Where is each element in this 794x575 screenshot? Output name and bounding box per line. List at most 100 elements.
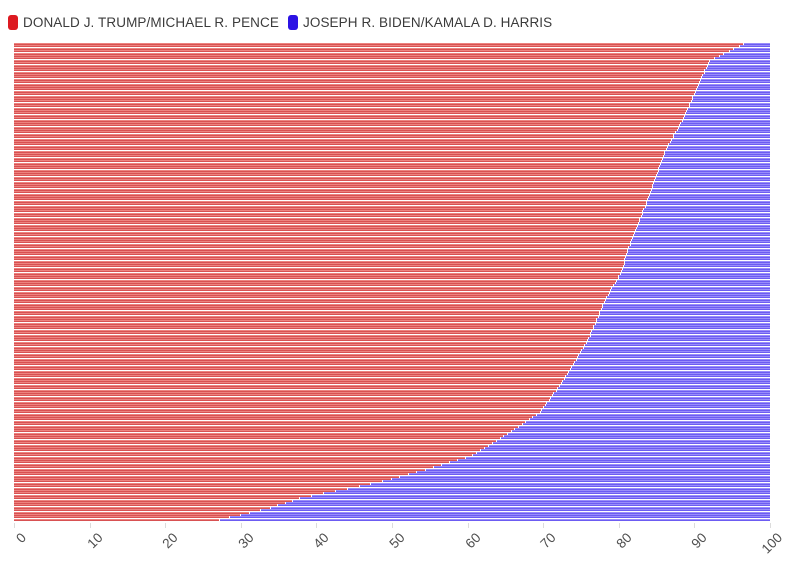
bar-row [14, 205, 770, 208]
bar-row [14, 62, 770, 65]
biden-bar-segment [666, 148, 770, 151]
trump-bar-segment [14, 516, 229, 519]
biden-bar-segment [425, 468, 770, 471]
bar-row [14, 322, 770, 325]
biden-bar-segment [687, 109, 770, 112]
bar-row [14, 52, 770, 55]
trump-bar-segment [14, 284, 613, 287]
biden-bar-segment [694, 93, 770, 96]
biden-bar-segment [695, 90, 770, 93]
bar-row [14, 380, 770, 383]
bar-row [14, 260, 770, 263]
bar-row [14, 207, 770, 210]
biden-bar-segment [504, 435, 770, 438]
bar-row [14, 291, 770, 294]
bar-row [14, 425, 770, 428]
biden-bar-segment [556, 389, 770, 392]
trump-bar-segment [14, 456, 465, 459]
biden-bar-segment [697, 88, 770, 91]
biden-bar-segment [292, 499, 770, 502]
bar-row [14, 332, 770, 335]
trump-bar-segment [14, 332, 591, 335]
biden-bar-segment [623, 265, 770, 268]
biden-bar-segment [690, 102, 770, 105]
biden-bar-segment [593, 327, 770, 330]
trump-bar-segment [14, 432, 508, 435]
x-axis-tick [694, 523, 696, 528]
bar-row [14, 337, 770, 340]
biden-bar-segment [417, 470, 770, 473]
trump-bar-segment [14, 384, 559, 387]
trump-bar-segment [14, 119, 682, 122]
trump-bar-segment [14, 470, 417, 473]
biden-bar-segment [729, 50, 770, 53]
trump-bar-segment [14, 138, 672, 141]
trump-bar-segment [14, 420, 526, 423]
trump-bar-segment [14, 76, 702, 79]
bar-row [14, 466, 770, 469]
biden-bar-segment [653, 184, 770, 187]
bar-row [14, 497, 770, 500]
biden-bar-segment [660, 162, 770, 165]
biden-bar-segment [590, 334, 770, 337]
trump-bar-segment [14, 198, 648, 201]
trump-bar-segment [14, 301, 604, 304]
trump-bar-segment [14, 423, 522, 426]
biden-bar-segment [622, 270, 770, 273]
bar-row [14, 47, 770, 50]
trump-bar-segment [14, 176, 655, 179]
x-axis-tick [89, 523, 91, 528]
biden-bar-segment [592, 329, 770, 332]
trump-bar-segment [14, 408, 542, 411]
trump-bar-segment [14, 246, 629, 249]
biden-bar-segment [739, 45, 770, 48]
biden-bar-segment [324, 492, 770, 495]
trump-bar-segment [14, 327, 593, 330]
biden-bar-segment [665, 150, 770, 153]
bar-row [14, 203, 770, 206]
biden-bar-segment [689, 105, 770, 108]
trump-bar-segment [14, 435, 504, 438]
x-axis-tick-label: 90 [688, 530, 710, 552]
trump-bar-segment [14, 296, 607, 299]
bar-row [14, 191, 770, 194]
biden-bar-segment [657, 174, 770, 177]
biden-bar-segment [605, 298, 770, 301]
biden-bar-segment [659, 167, 770, 170]
trump-bar-segment [14, 43, 744, 45]
bar-row [14, 141, 770, 144]
trump-bar-segment [14, 57, 714, 60]
bar-row [14, 341, 770, 344]
biden-bar-segment [409, 473, 770, 476]
biden-bar-segment [635, 231, 770, 234]
x-axis-tick [618, 523, 620, 528]
bar-row [14, 492, 770, 495]
bar-row [14, 296, 770, 299]
trump-bar-segment [14, 107, 688, 110]
bar-row [14, 427, 770, 430]
bar-row [14, 423, 770, 426]
biden-bar-segment [744, 43, 770, 45]
biden-bar-segment [617, 279, 770, 282]
bar-row [14, 174, 770, 177]
trump-bar-segment [14, 466, 434, 469]
biden-bar-segment [655, 176, 770, 179]
biden-bar-segment [664, 152, 770, 155]
bar-row [14, 482, 770, 485]
bar-row [14, 196, 770, 198]
biden-bar-segment [685, 114, 770, 117]
trump-bar-segment [14, 236, 632, 239]
biden-bar-segment [561, 382, 770, 385]
trump-bar-segment [14, 69, 705, 72]
bar-row [14, 57, 770, 60]
trump-bar-segment [14, 341, 586, 344]
x-axis-tick [165, 523, 167, 528]
trump-bar-segment [14, 389, 556, 392]
trump-bar-segment [14, 425, 518, 428]
trump-bar-segment [14, 148, 666, 151]
trump-bar-segment [14, 229, 635, 232]
bar-row [14, 372, 770, 375]
trump-bar-segment [14, 90, 695, 93]
trump-bar-segment [14, 506, 270, 509]
biden-bar-segment [594, 325, 770, 328]
